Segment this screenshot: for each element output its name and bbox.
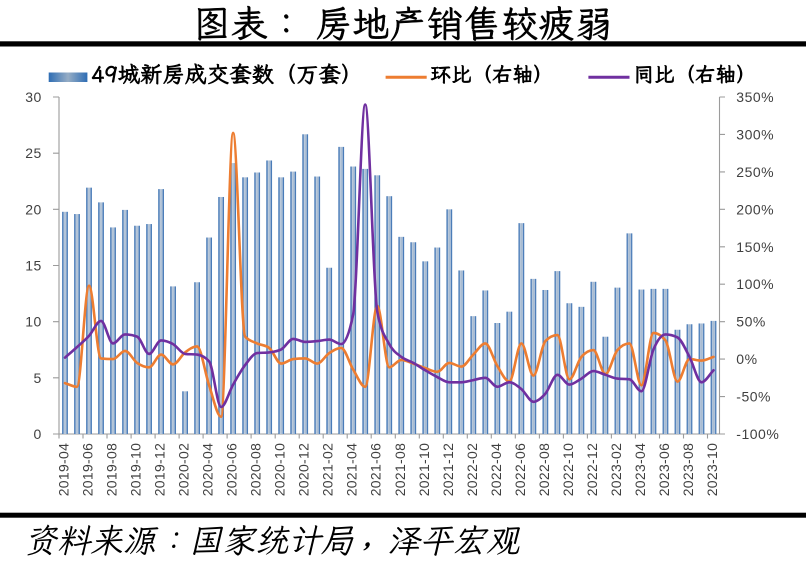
svg-text:100%: 100% bbox=[736, 276, 774, 292]
svg-text:2023-02: 2023-02 bbox=[608, 443, 624, 496]
svg-text:300%: 300% bbox=[736, 126, 774, 142]
svg-text:2021-06: 2021-06 bbox=[368, 443, 384, 496]
svg-text:2020-02: 2020-02 bbox=[176, 443, 192, 496]
svg-text:2020-04: 2020-04 bbox=[200, 443, 216, 496]
svg-text:2023-10: 2023-10 bbox=[704, 443, 720, 496]
svg-text:2020-06: 2020-06 bbox=[224, 443, 240, 496]
svg-text:2023-06: 2023-06 bbox=[656, 443, 672, 496]
svg-text:25: 25 bbox=[25, 145, 42, 161]
svg-text:2021-04: 2021-04 bbox=[344, 443, 360, 496]
svg-text:15: 15 bbox=[25, 258, 42, 274]
svg-text:2022-04: 2022-04 bbox=[488, 443, 504, 496]
svg-text:2023-08: 2023-08 bbox=[680, 443, 696, 496]
svg-text:20: 20 bbox=[25, 201, 42, 217]
svg-text:50%: 50% bbox=[736, 314, 766, 330]
svg-text:0: 0 bbox=[34, 426, 42, 442]
svg-text:2023-04: 2023-04 bbox=[632, 443, 648, 496]
svg-text:30: 30 bbox=[25, 89, 42, 105]
svg-text:2019-10: 2019-10 bbox=[128, 443, 144, 496]
svg-text:250%: 250% bbox=[736, 164, 774, 180]
svg-text:2019-06: 2019-06 bbox=[80, 443, 96, 496]
svg-text:2021-10: 2021-10 bbox=[416, 443, 432, 496]
svg-text:2022-06: 2022-06 bbox=[512, 443, 528, 496]
svg-text:2019-04: 2019-04 bbox=[56, 443, 72, 496]
svg-text:2021-08: 2021-08 bbox=[392, 443, 408, 496]
svg-text:2019-12: 2019-12 bbox=[152, 443, 168, 496]
svg-text:0%: 0% bbox=[736, 351, 757, 367]
svg-text:10: 10 bbox=[25, 314, 42, 330]
svg-text:2021-12: 2021-12 bbox=[440, 443, 456, 496]
svg-text:-100%: -100% bbox=[736, 426, 779, 442]
svg-text:2022-08: 2022-08 bbox=[536, 443, 552, 496]
svg-text:2019-08: 2019-08 bbox=[104, 443, 120, 496]
svg-text:200%: 200% bbox=[736, 201, 774, 217]
svg-text:5: 5 bbox=[34, 370, 42, 386]
svg-text:2022-02: 2022-02 bbox=[464, 443, 480, 496]
svg-text:350%: 350% bbox=[736, 89, 774, 105]
svg-text:2022-12: 2022-12 bbox=[584, 443, 600, 496]
svg-text:-50%: -50% bbox=[736, 389, 771, 405]
svg-text:2022-10: 2022-10 bbox=[560, 443, 576, 496]
svg-text:2021-02: 2021-02 bbox=[320, 443, 336, 496]
svg-text:2020-12: 2020-12 bbox=[296, 443, 312, 496]
svg-text:150%: 150% bbox=[736, 239, 774, 255]
svg-text:2020-10: 2020-10 bbox=[272, 443, 288, 496]
svg-text:2020-08: 2020-08 bbox=[248, 443, 264, 496]
